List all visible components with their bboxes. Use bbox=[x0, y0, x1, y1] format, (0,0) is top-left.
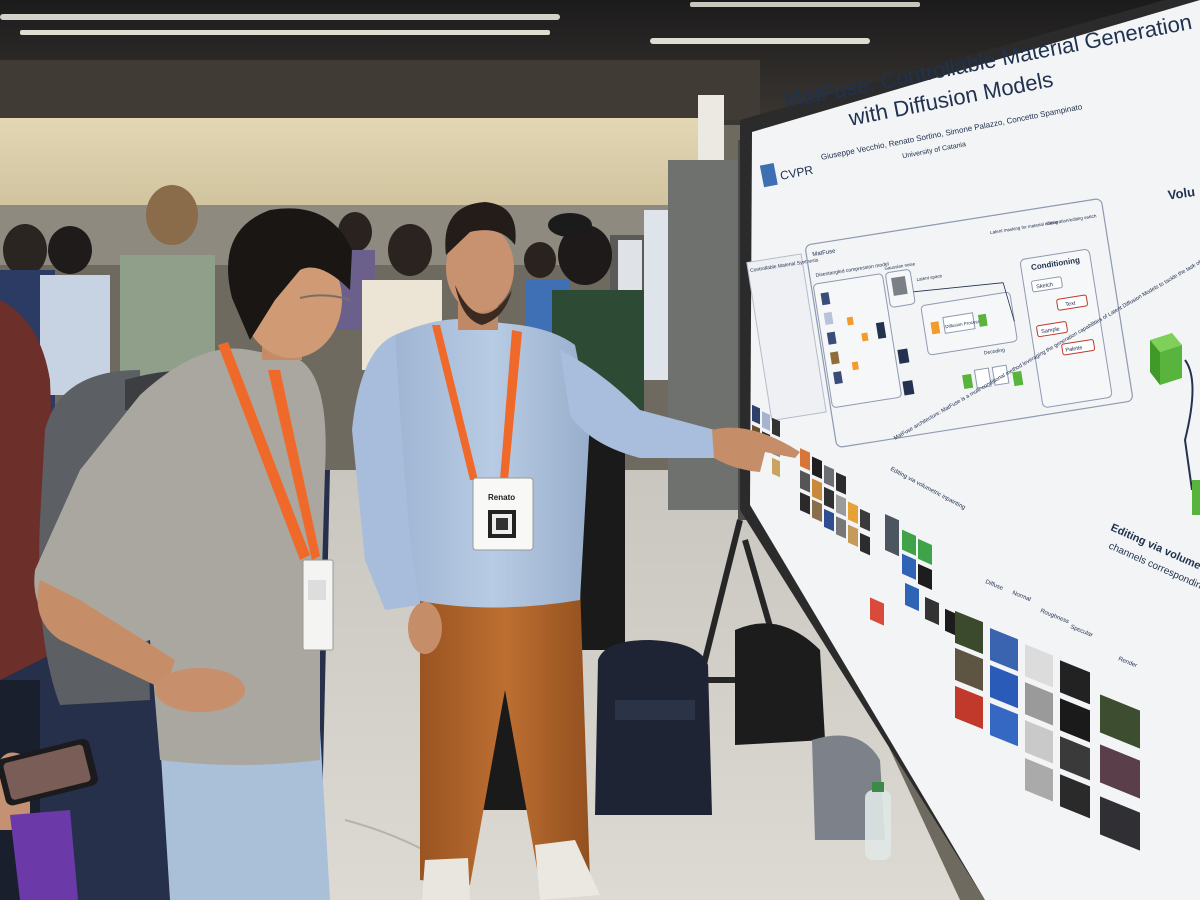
presenter-shoe-left bbox=[422, 858, 470, 900]
decoding-label: Decoding bbox=[984, 347, 1006, 356]
presenter-shoe-right bbox=[535, 840, 600, 900]
listener-glasses bbox=[299, 294, 351, 301]
presenter-shirt bbox=[395, 319, 590, 608]
section-volumetric: Volu bbox=[1167, 184, 1196, 203]
presenter-pants bbox=[420, 581, 590, 885]
dark-wall-band bbox=[0, 60, 760, 120]
beige-wall bbox=[0, 118, 720, 213]
listener-arm bbox=[37, 580, 175, 690]
phone bbox=[0, 738, 98, 900]
presenter-left-hand bbox=[408, 602, 442, 654]
presenter-beard bbox=[455, 285, 512, 325]
cvpr-logo: CVPR bbox=[759, 163, 815, 188]
ceiling-lights bbox=[0, 2, 920, 44]
presenter-left-arm bbox=[352, 335, 420, 610]
gaussian-noise-label: Gaussian noise bbox=[884, 261, 916, 271]
presenter-head bbox=[446, 224, 514, 312]
conditioning-palette: Palette bbox=[1065, 345, 1083, 354]
listener-hair bbox=[227, 208, 352, 340]
volumetric-cube bbox=[1150, 333, 1200, 515]
presenter-lanyard bbox=[432, 325, 522, 480]
presenter-right-arm bbox=[560, 350, 720, 458]
listener-lanyard bbox=[218, 342, 320, 560]
conditioning-sketch: Sketch bbox=[1036, 282, 1054, 291]
conditioning-text: Text bbox=[1065, 301, 1076, 309]
cvpr-logo-text: CVPR bbox=[779, 163, 815, 183]
section-matfuse: MatFuse bbox=[812, 248, 837, 258]
decoder-blocks bbox=[962, 370, 1024, 390]
listener-badge bbox=[302, 559, 334, 651]
listener-jeans bbox=[160, 730, 330, 900]
listener bbox=[34, 208, 352, 900]
encoder-blocks bbox=[846, 316, 869, 371]
latent-space-label: Latent space bbox=[916, 273, 943, 282]
presenter-hair bbox=[445, 202, 516, 255]
editing-samples bbox=[870, 514, 959, 637]
material-samples-middle bbox=[800, 448, 870, 556]
svbrdf-maps-grid bbox=[955, 610, 1140, 851]
presenter-pointing-hand bbox=[712, 427, 800, 472]
badge-name: Renato bbox=[488, 493, 515, 502]
diffusion-process-label: Diffusion Process bbox=[945, 319, 981, 330]
presenter: Renato bbox=[352, 202, 800, 900]
black-backpack bbox=[595, 640, 712, 815]
listener-tshirt bbox=[34, 348, 326, 765]
input-map-stack bbox=[820, 292, 843, 385]
listener-hand bbox=[155, 668, 245, 712]
conditioning-sample: Sample bbox=[1041, 326, 1060, 335]
